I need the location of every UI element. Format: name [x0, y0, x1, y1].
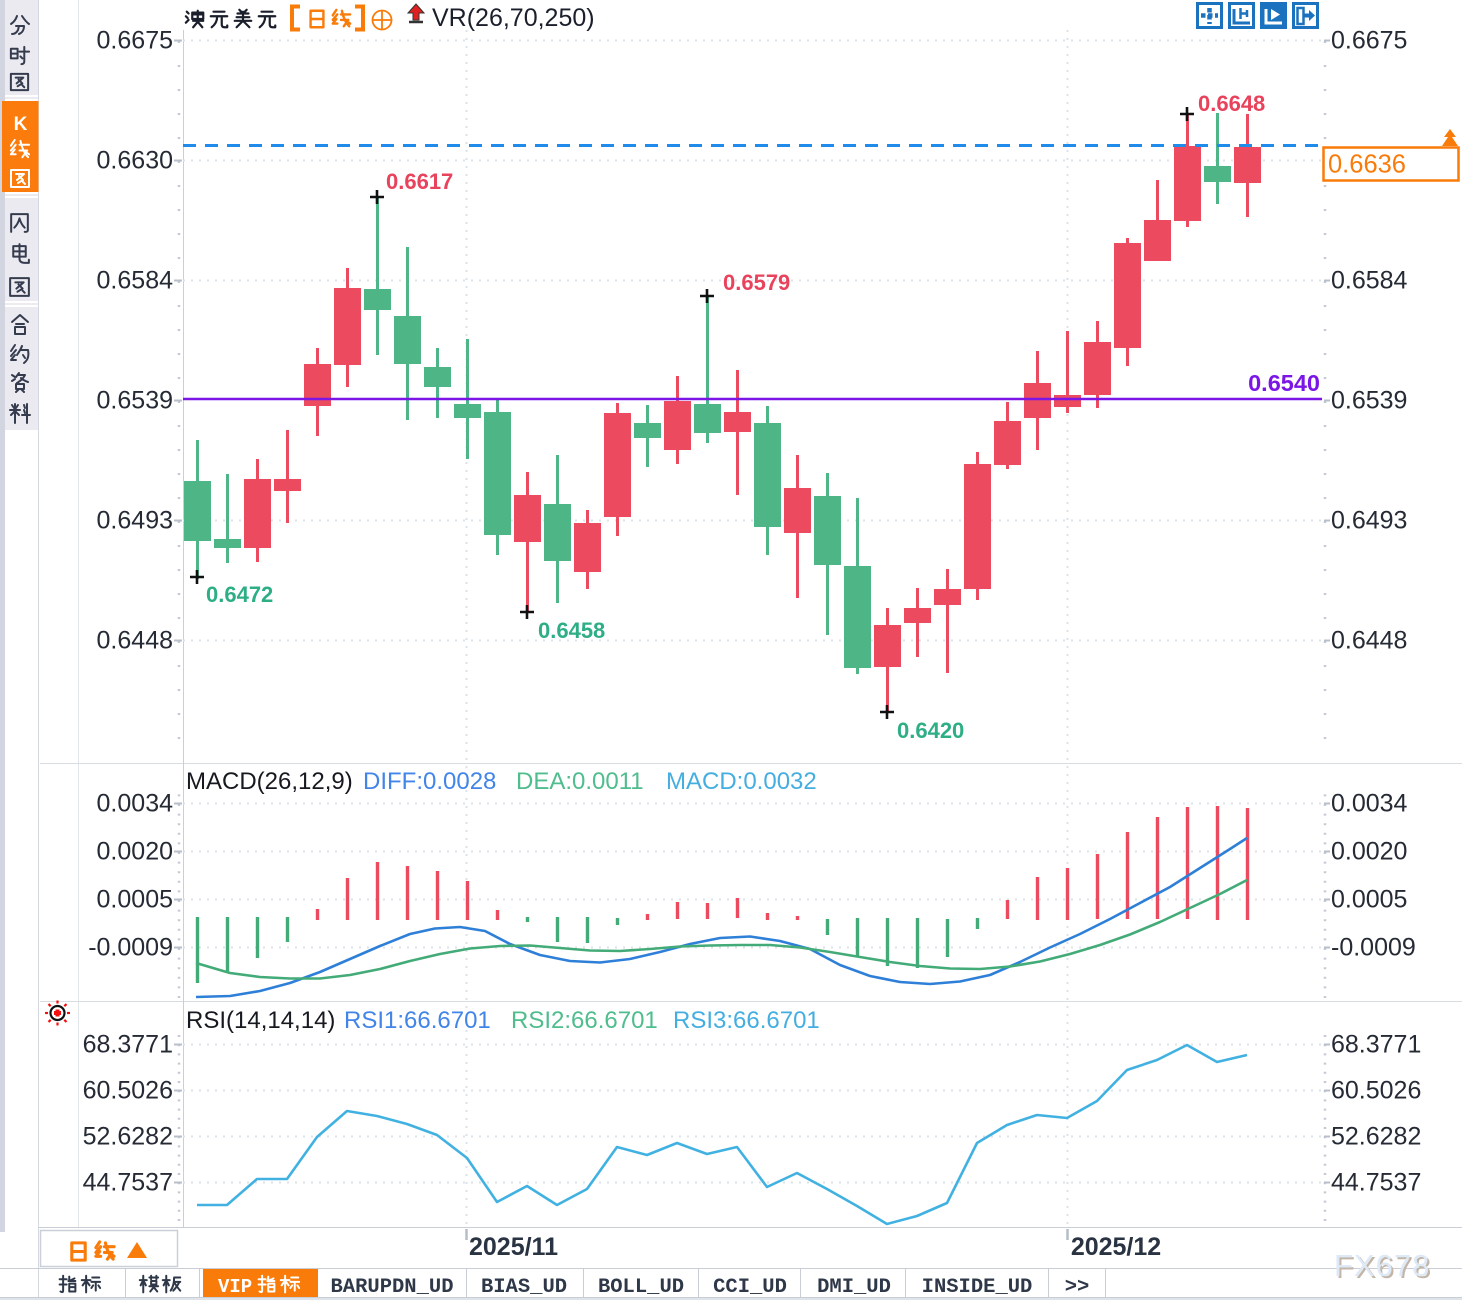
svg-text:0.0034: 0.0034 — [97, 790, 174, 818]
svg-text:0.6539: 0.6539 — [1331, 387, 1407, 415]
svg-text:0.6648: 0.6648 — [1198, 91, 1265, 116]
svg-text:>>: >> — [1065, 1276, 1090, 1299]
svg-text:BARUPDN_UD: BARUPDN_UD — [330, 1276, 453, 1299]
svg-text:0.6493: 0.6493 — [97, 507, 173, 535]
svg-text:0.6420: 0.6420 — [897, 718, 964, 743]
svg-text:52.6282: 52.6282 — [83, 1123, 173, 1151]
svg-text:MACD(26,12,9): MACD(26,12,9) — [186, 768, 353, 795]
svg-text:0.0020: 0.0020 — [1331, 838, 1407, 866]
svg-text:-0.0009: -0.0009 — [88, 934, 173, 962]
svg-text:K: K — [14, 114, 28, 135]
svg-text:DIFF:0.0028: DIFF:0.0028 — [363, 768, 496, 795]
svg-text:INSIDE_UD: INSIDE_UD — [922, 1276, 1033, 1299]
svg-text:0.6584: 0.6584 — [97, 267, 174, 295]
svg-text:DEA:0.0011: DEA:0.0011 — [516, 768, 644, 795]
svg-text:BIAS_UD: BIAS_UD — [481, 1276, 567, 1299]
svg-text:-0.0009: -0.0009 — [1331, 934, 1416, 962]
svg-text:2025/12: 2025/12 — [1071, 1233, 1161, 1261]
svg-text:DMI_UD: DMI_UD — [817, 1276, 891, 1299]
svg-text:FX678: FX678 — [1336, 1250, 1432, 1285]
svg-text:FX678: FX678 — [1334, 1248, 1430, 1283]
svg-text:CCI_UD: CCI_UD — [713, 1276, 787, 1299]
svg-text:0.6458: 0.6458 — [538, 618, 605, 643]
svg-text:0.6579: 0.6579 — [723, 270, 790, 295]
svg-text:0.6540: 0.6540 — [1248, 370, 1320, 396]
svg-text:0.0034: 0.0034 — [1331, 790, 1408, 818]
svg-text:0.6617: 0.6617 — [386, 169, 453, 194]
svg-text:VIP: VIP — [218, 1276, 252, 1298]
svg-text:RSI2:66.6701: RSI2:66.6701 — [511, 1007, 658, 1034]
svg-text:52.6282: 52.6282 — [1331, 1123, 1421, 1151]
svg-text:2025/11: 2025/11 — [469, 1233, 558, 1261]
svg-text:0.6630: 0.6630 — [97, 147, 173, 175]
svg-text:0.6493: 0.6493 — [1331, 507, 1407, 535]
svg-text:RSI(14,14,14): RSI(14,14,14) — [186, 1007, 335, 1034]
svg-text:RSI1:66.6701: RSI1:66.6701 — [344, 1007, 491, 1034]
svg-text:0.6675: 0.6675 — [97, 27, 173, 55]
svg-text:0.6584: 0.6584 — [1331, 267, 1408, 295]
svg-text:0.6448: 0.6448 — [97, 627, 173, 655]
svg-text:RSI3:66.6701: RSI3:66.6701 — [673, 1007, 820, 1034]
svg-text:0.0005: 0.0005 — [97, 886, 173, 914]
svg-text:0.0020: 0.0020 — [97, 838, 173, 866]
svg-text:BOLL_UD: BOLL_UD — [598, 1276, 684, 1299]
svg-text:0.6448: 0.6448 — [1331, 627, 1407, 655]
svg-text:0.0005: 0.0005 — [1331, 886, 1407, 914]
svg-text:68.3771: 68.3771 — [83, 1031, 173, 1059]
svg-text:44.7537: 44.7537 — [83, 1169, 173, 1197]
svg-text:0.6472: 0.6472 — [206, 582, 273, 607]
svg-text:0.6675: 0.6675 — [1331, 27, 1407, 55]
svg-text:MACD:0.0032: MACD:0.0032 — [666, 768, 817, 795]
svg-text:VR(26,70,250): VR(26,70,250) — [432, 4, 595, 32]
svg-text:0.6636: 0.6636 — [1328, 151, 1406, 179]
svg-text:60.5026: 60.5026 — [1331, 1077, 1421, 1105]
svg-text:44.7537: 44.7537 — [1331, 1169, 1421, 1197]
svg-text:60.5026: 60.5026 — [83, 1077, 173, 1105]
svg-text:68.3771: 68.3771 — [1331, 1031, 1421, 1059]
svg-text:0.6539: 0.6539 — [97, 387, 173, 415]
